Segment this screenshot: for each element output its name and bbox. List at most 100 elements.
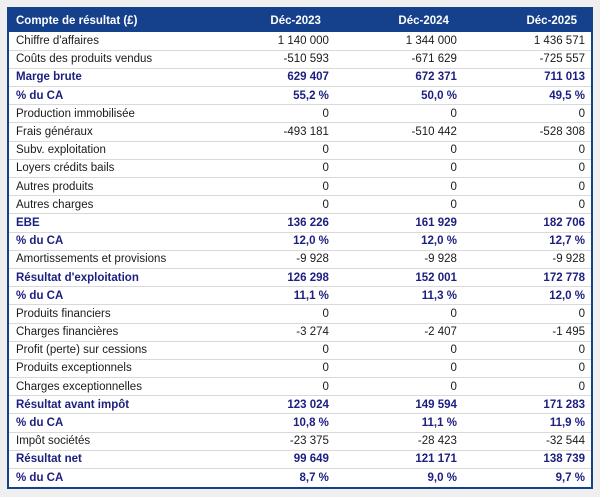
row-label: Produits financiers xyxy=(9,304,207,323)
cell-value: 0 xyxy=(462,304,591,323)
cell-value: 126 298 xyxy=(206,267,335,287)
row-label: % du CA xyxy=(9,231,207,251)
row-label: Coûts des produits vendus xyxy=(9,49,207,69)
row-label: Résultat d'exploitation xyxy=(9,267,207,287)
cell-value: 12,0 % xyxy=(334,231,463,251)
cell-value: 8,7 % xyxy=(206,468,335,487)
header-year-dec-2023: Déc-2023 xyxy=(206,9,335,32)
cell-value: -9 928 xyxy=(462,249,591,269)
header-year-dec-2025: Déc-2025 xyxy=(462,9,591,32)
table-row: Produits financiers 0 0 0 xyxy=(9,304,591,323)
cell-value: -3 274 xyxy=(206,322,335,342)
row-label: Résultat avant impôt xyxy=(9,395,207,414)
header-title-cell: Compte de résultat (£) xyxy=(9,9,207,32)
row-label: Charges financières xyxy=(9,322,207,342)
cell-value: 9,0 % xyxy=(334,468,463,487)
row-label: Résultat net xyxy=(9,449,207,469)
cell-value: 711 013 xyxy=(462,67,591,87)
cell-value: -671 629 xyxy=(334,49,463,69)
cell-value: 0 xyxy=(206,176,335,196)
cell-value: 0 xyxy=(334,158,463,178)
row-label: Amortissements et provisions xyxy=(9,249,207,269)
cell-value: 672 371 xyxy=(334,67,463,87)
table-row: % du CA 12,0 % 12,0 % 12,7 % xyxy=(9,231,591,251)
table-row: Production immobilisée 0 0 0 xyxy=(9,104,591,123)
cell-value: 0 xyxy=(206,304,335,323)
header-year-dec-2024: Déc-2024 xyxy=(334,9,463,32)
cell-value: -32 544 xyxy=(462,431,591,451)
row-label: Loyers crédits bails xyxy=(9,158,207,178)
cell-value: 0 xyxy=(462,358,591,378)
table-row: Résultat net 99 649 121 171 138 739 xyxy=(9,449,591,469)
cell-value: 0 xyxy=(462,176,591,196)
cell-value: -9 928 xyxy=(334,249,463,269)
table-row: Impôt sociétés -23 375 -28 423 -32 544 xyxy=(9,431,591,451)
table-row: EBE 136 226 161 929 182 706 xyxy=(9,213,591,233)
cell-value: 0 xyxy=(334,104,463,123)
cell-value: 0 xyxy=(206,377,335,396)
row-label: Autres produits xyxy=(9,176,207,196)
row-label: EBE xyxy=(9,213,207,233)
cell-value: 0 xyxy=(334,195,463,214)
row-label: Subv. exploitation xyxy=(9,140,207,160)
cell-value: 1 436 571 xyxy=(533,34,585,47)
cell-value: 171 283 xyxy=(462,395,591,414)
cell-value: 9,7 % xyxy=(462,468,591,487)
cell-value: 12,0 % xyxy=(206,231,335,251)
cell-value: 0 xyxy=(206,358,335,378)
table-row: Résultat avant impôt 123 024 149 594 171 28… xyxy=(9,395,591,414)
cell-value: 0 xyxy=(334,358,463,378)
cell-value: 0 xyxy=(334,176,463,196)
table-row: Amortissements et provisions -9 928 -9 928… xyxy=(9,249,591,269)
cell-value: 0 xyxy=(334,377,463,396)
header-row: Compte de résultat (£) Déc-2023 Déc-2024… xyxy=(9,9,591,32)
row-label: Profit (perte) sur cessions xyxy=(9,340,207,360)
cell-value: 0 xyxy=(462,195,591,214)
table-row: % du CA 11,1 % 11,3 % 12,0 % xyxy=(9,286,591,305)
cell-value: 0 xyxy=(206,140,335,160)
cell-value: 11,1 % xyxy=(206,286,335,305)
cell-value: 12,0 % xyxy=(462,286,591,305)
cell-value: 0 xyxy=(462,140,591,160)
row-label: Charges exceptionnelles xyxy=(9,377,207,396)
table-row: Loyers crédits bails 0 0 0 xyxy=(9,158,591,178)
cell-value: 136 226 xyxy=(206,213,335,233)
cell-value: 0 xyxy=(334,140,463,160)
cell-value: 0 xyxy=(334,304,463,323)
table-row: % du CA 10,8 % 11,1 % 11,9 % xyxy=(9,413,591,433)
row-label: Frais généraux xyxy=(9,122,207,142)
cell-value: 50,0 % xyxy=(334,86,463,105)
table-row: % du CA 8,7 % 9,0 % 9,7 % xyxy=(9,468,591,487)
table-body: Chiffre d'affaires 1 140 000 1 344 000 1 43… xyxy=(9,32,591,487)
table-row: Subv. exploitation 0 0 0 xyxy=(9,140,591,160)
cell-value: -510 593 xyxy=(206,49,335,69)
row-label: % du CA xyxy=(9,468,207,487)
row-label: % du CA xyxy=(9,413,207,433)
row-label: % du CA xyxy=(9,86,207,105)
cell-value: 11,1 % xyxy=(334,413,463,433)
cell-value: 0 xyxy=(462,104,591,123)
table-row: Frais généraux -493 181 -510 442 -528 308 xyxy=(9,122,591,142)
row-label: Autres charges xyxy=(9,195,207,214)
table-row: Autres produits 0 0 0 xyxy=(9,176,591,196)
cell-value: 55,2 % xyxy=(206,86,335,105)
table-row: % du CA 55,2 % 50,0 % 49,5 % xyxy=(9,86,591,105)
cell-value: 0 xyxy=(206,104,335,123)
row-label: % du CA xyxy=(9,286,207,305)
cell-value: 11,3 % xyxy=(334,286,463,305)
cell-value: 1 344 000 xyxy=(405,34,457,47)
cell-value: -1 495 xyxy=(462,322,591,342)
cell-value: -493 181 xyxy=(206,122,335,142)
table-row: Charges financières -3 274 -2 407 -1 495 xyxy=(9,322,591,342)
cell-value: 161 929 xyxy=(334,213,463,233)
compte-de-resultat: Compte de résultat (£) Déc-2023 Déc-2024… xyxy=(9,9,591,487)
table-row: Produits exceptionnels 0 0 0 xyxy=(9,358,591,378)
cell-value: 0 xyxy=(462,377,591,396)
table-row: Charges exceptionnelles 0 0 0 xyxy=(9,377,591,396)
row-label: Chiffre d'affaires xyxy=(16,34,99,47)
row-label: Impôt sociétés xyxy=(9,431,207,451)
table-header: Compte de résultat (£) Déc-2023 Déc-2024… xyxy=(9,9,591,32)
income-statement-table: Compte de résultat (£) Déc-2023 Déc-2024… xyxy=(7,7,593,489)
cell-value: 12,7 % xyxy=(462,231,591,251)
cell-value: 138 739 xyxy=(462,449,591,469)
